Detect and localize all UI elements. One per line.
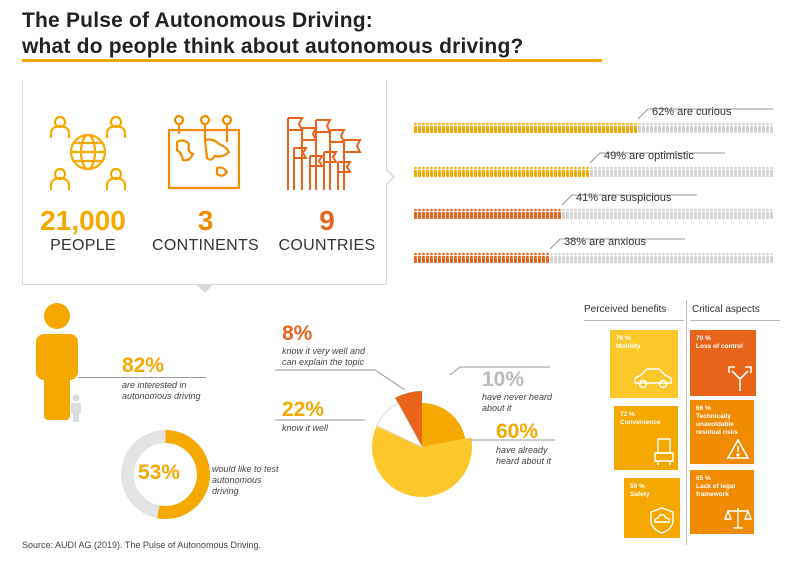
critical-loss-control-text: 70 % Loss of control xyxy=(696,335,748,351)
knowledge-very-well-text: know it very well and can explain the to… xyxy=(282,346,366,367)
test-text: would like to test autonomous driving xyxy=(212,464,279,496)
test-donut xyxy=(121,430,210,519)
attitude-row xyxy=(414,166,773,177)
attitude-label: 41% are suspicious xyxy=(576,192,672,204)
benefits-rule xyxy=(584,320,684,321)
benefit-convenience-pct: 72 % xyxy=(620,411,635,418)
seat-icon xyxy=(654,438,674,465)
benefit-convenience-label: Convenience xyxy=(620,419,661,426)
scales-icon xyxy=(724,508,752,529)
benefit-mobility-pct: 76 % xyxy=(616,335,631,342)
critical-loss-control-pct: 70 % xyxy=(696,335,711,342)
knowledge-very-well-value: 8% xyxy=(282,322,313,345)
attitude-row xyxy=(414,252,773,263)
warning-icon xyxy=(726,438,750,459)
panel-pointer-inner xyxy=(385,169,393,185)
critical-legal-text: 65 % Lack of legal framework xyxy=(696,475,748,499)
knowledge-heard-value: 60% xyxy=(496,420,539,443)
flags-icon xyxy=(287,117,362,190)
attitude-leader xyxy=(589,152,725,164)
knowledge-never-value: 10% xyxy=(482,368,525,391)
world-map-icon xyxy=(167,114,241,190)
critical-tile-legal: 65 % Lack of legal framework xyxy=(690,470,754,534)
benefit-tile-mobility: 76 % Mobility xyxy=(610,330,678,398)
pie-slice xyxy=(376,402,424,449)
interest-value: 82% xyxy=(122,354,165,377)
benefit-safety-pct: 59 % xyxy=(630,483,645,490)
knowledge-well-text: know it well xyxy=(282,423,329,433)
critical-residual-risks-label: Technically unavoidable residual risks xyxy=(696,413,738,436)
stat-continents-value: 3 xyxy=(197,205,214,236)
survey-panel xyxy=(22,80,387,285)
stat-continents-label: CONTINENTS xyxy=(152,237,259,254)
title-line-2: what do people think about autonomous dr… xyxy=(22,35,524,58)
benefits-heading: Perceived benefits xyxy=(584,304,667,315)
knowledge-heard-text: have already heard about it xyxy=(496,445,552,466)
critical-legal-pct: 65 % xyxy=(696,475,711,482)
attitude-label: 49% are optimistic xyxy=(604,150,694,162)
person-child-icon xyxy=(71,394,81,422)
globe-people-icon xyxy=(49,115,127,190)
benefit-tile-convenience: 72 % Convenience xyxy=(614,406,678,470)
person-adult-icon xyxy=(36,303,78,420)
stat-countries: 9 COUNTRIES xyxy=(272,206,382,256)
pie-slice xyxy=(422,403,466,447)
car-icon xyxy=(634,368,672,389)
interest-text: are interested in autonomous driving xyxy=(122,380,201,401)
critical-tile-loss-control: 70 % Loss of control xyxy=(690,330,756,396)
pie-slice xyxy=(395,391,422,447)
attitude-row xyxy=(414,208,773,219)
critical-residual-risks-text: 66 % Technically unavoidable residual ris… xyxy=(696,405,748,437)
benefit-convenience-text: 72 % Convenience xyxy=(620,411,672,427)
attitude-leader xyxy=(637,108,773,120)
critical-residual-risks-pct: 66 % xyxy=(696,405,711,412)
stat-people-label: PEOPLE xyxy=(50,237,116,254)
critical-rule xyxy=(690,320,780,321)
critical-loss-control-label: Loss of control xyxy=(696,343,743,350)
critical-heading: Critical aspects xyxy=(692,304,760,315)
knowledge-pie xyxy=(372,391,472,497)
attitude-row xyxy=(414,122,773,133)
interest-rule xyxy=(78,377,206,378)
source-note: Source: AUDI AG (2019). The Pulse of Aut… xyxy=(22,540,261,550)
benefit-safety-label: Safety xyxy=(630,491,650,498)
attitude-bars: 62% are curious 49% are optimistic 41% are… xyxy=(414,106,773,263)
test-value: 53% xyxy=(138,461,181,484)
pie-slice xyxy=(372,425,472,497)
panel-pointer-down xyxy=(196,284,214,293)
attitude-label: 38% are anxious xyxy=(564,236,646,248)
page-title: The Pulse of Autonomous Driving: what do… xyxy=(22,8,524,60)
title-line-1: The Pulse of Autonomous Driving: xyxy=(22,9,373,32)
stat-people: 21,000 PEOPLE xyxy=(28,206,138,256)
column-divider xyxy=(686,300,687,545)
stat-countries-value: 9 xyxy=(319,205,335,236)
benefit-mobility-label: Mobility xyxy=(616,343,641,350)
attitude-leader xyxy=(549,238,685,250)
knowledge-well-value: 22% xyxy=(282,398,325,421)
stat-countries-label: COUNTRIES xyxy=(278,237,376,254)
benefit-safety-text: 59 % Safety xyxy=(630,483,682,499)
critical-tile-residual-risks: 66 % Technically unavoidable residual ris… xyxy=(690,400,754,464)
attitude-leader xyxy=(561,194,697,206)
pie-connectors xyxy=(275,366,555,441)
critical-legal-label: Lack of legal framework xyxy=(696,483,736,498)
title-underline xyxy=(22,59,602,62)
knowledge-never-text: have never heard about it xyxy=(482,392,553,413)
attitude-label: 62% are curious xyxy=(652,106,732,118)
donut-fill xyxy=(157,430,210,519)
stat-people-value: 21,000 xyxy=(40,205,126,236)
split-arrows-icon xyxy=(728,366,752,391)
stat-continents: 3 CONTINENTS xyxy=(148,206,263,256)
benefit-mobility-text: 76 % Mobility xyxy=(616,335,668,351)
benefit-tile-safety: 59 % Safety xyxy=(624,478,680,538)
shield-car-icon xyxy=(650,507,674,534)
